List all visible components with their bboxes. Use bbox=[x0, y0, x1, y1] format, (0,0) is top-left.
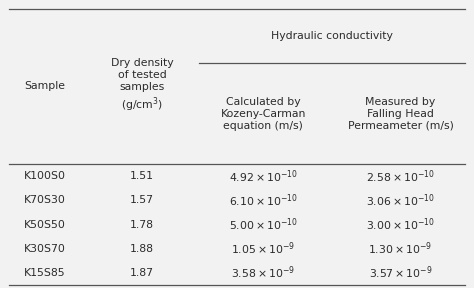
Text: Hydraulic conductivity: Hydraulic conductivity bbox=[271, 31, 393, 41]
Text: $2.58 \times 10^{-10}$: $2.58 \times 10^{-10}$ bbox=[366, 168, 435, 185]
Text: $1.30 \times 10^{-9}$: $1.30 \times 10^{-9}$ bbox=[368, 240, 433, 257]
Text: $6.10 \times 10^{-10}$: $6.10 \times 10^{-10}$ bbox=[228, 192, 298, 209]
Text: Measured by
Falling Head
Permeameter (m/s): Measured by Falling Head Permeameter (m/… bbox=[347, 97, 454, 131]
Text: Calculated by
Kozeny-Carman
equation (m/s): Calculated by Kozeny-Carman equation (m/… bbox=[220, 97, 306, 131]
Text: 1.78: 1.78 bbox=[130, 220, 154, 230]
Text: 1.87: 1.87 bbox=[130, 268, 154, 278]
Text: $3.57 \times 10^{-9}$: $3.57 \times 10^{-9}$ bbox=[369, 265, 432, 281]
Text: $3.06 \times 10^{-10}$: $3.06 \times 10^{-10}$ bbox=[366, 192, 435, 209]
Text: Dry density
of tested
samples
(g/cm$^3$): Dry density of tested samples (g/cm$^3$) bbox=[111, 58, 173, 114]
Text: Sample: Sample bbox=[25, 82, 65, 91]
Text: $5.00 \times 10^{-10}$: $5.00 \times 10^{-10}$ bbox=[228, 216, 298, 233]
Text: $3.58 \times 10^{-9}$: $3.58 \times 10^{-9}$ bbox=[231, 265, 295, 281]
Text: K15S85: K15S85 bbox=[24, 268, 66, 278]
Text: $1.05 \times 10^{-9}$: $1.05 \times 10^{-9}$ bbox=[231, 240, 295, 257]
Text: 1.57: 1.57 bbox=[130, 196, 154, 205]
Text: K30S70: K30S70 bbox=[24, 244, 66, 254]
Text: 1.51: 1.51 bbox=[130, 171, 154, 181]
Text: K50S50: K50S50 bbox=[24, 220, 66, 230]
Text: $3.00 \times 10^{-10}$: $3.00 \times 10^{-10}$ bbox=[366, 216, 435, 233]
Text: 1.88: 1.88 bbox=[130, 244, 154, 254]
Text: K100S0: K100S0 bbox=[24, 171, 66, 181]
Text: K70S30: K70S30 bbox=[24, 196, 66, 205]
Text: $4.92 \times 10^{-10}$: $4.92 \times 10^{-10}$ bbox=[228, 168, 298, 185]
